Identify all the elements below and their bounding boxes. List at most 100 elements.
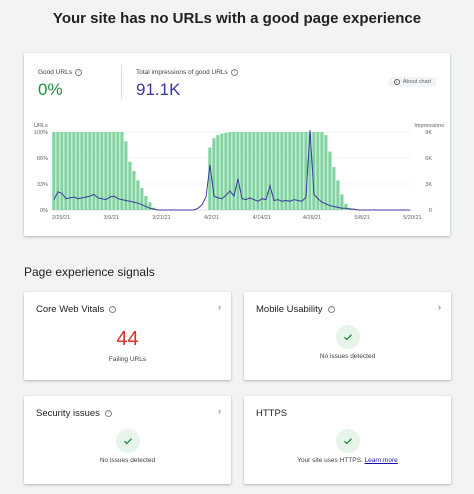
chevron-right-icon[interactable]: ›: [218, 406, 221, 416]
impressions-value: 91.1K: [136, 80, 181, 99]
impressions-metric[interactable]: Total impressions of good URLs? 91.1K: [136, 69, 238, 100]
bar: [216, 135, 220, 210]
bar: [228, 132, 232, 210]
right-tick-label: 0: [429, 208, 432, 214]
bar: [68, 132, 72, 210]
page-experience-chart: URLs Impressions 100% 9K 66% 6K 33% 3K 0% 0 2/25/2…: [34, 123, 444, 221]
help-icon[interactable]: ?: [74, 69, 82, 76]
bar: [212, 138, 216, 210]
good-urls-value: 0%: [38, 80, 63, 99]
bar: [140, 188, 144, 210]
bar: [104, 132, 108, 210]
bar: [84, 132, 88, 210]
failing-urls-label: Failing URLs: [108, 356, 147, 363]
bar: [88, 132, 92, 210]
bar: [52, 132, 56, 210]
bar: [276, 132, 280, 210]
section-title: Page experience signals: [24, 265, 155, 279]
page-headline: Your site has no URLs with a good page e…: [52, 10, 422, 27]
bar: [344, 203, 348, 210]
good-urls-label: Good URLs: [38, 69, 72, 76]
bar: [64, 132, 68, 210]
card-title: HTTPS: [256, 408, 288, 419]
right-axis-title: Impressions: [414, 123, 444, 129]
x-tick-label: 4/14/21: [253, 215, 271, 221]
bar: [312, 132, 316, 210]
bar: [220, 133, 224, 210]
bar: [144, 195, 148, 210]
bar: [260, 132, 264, 210]
bar: [120, 132, 124, 210]
card-title: Mobile Usability: [256, 304, 323, 315]
x-tick-label: 3/21/21: [152, 215, 170, 221]
bar: [128, 161, 132, 210]
bar: [92, 132, 96, 210]
bar: [332, 167, 336, 210]
bar: [280, 132, 284, 210]
bar: [116, 132, 120, 210]
check-circle-icon: [335, 429, 360, 453]
bar: [304, 132, 308, 210]
chevron-right-icon[interactable]: ›: [438, 302, 441, 312]
bar: [336, 180, 340, 210]
bar: [296, 132, 300, 210]
about-chart-label: About chart: [402, 79, 431, 85]
bar: [324, 135, 328, 210]
x-tick-label: 4/2/21: [204, 215, 219, 221]
help-icon[interactable]: ?: [327, 306, 335, 313]
bar: [108, 132, 112, 210]
card-title: Security issues: [36, 408, 100, 419]
help-icon[interactable]: ?: [230, 69, 238, 76]
left-axis-title: URLs: [34, 123, 48, 129]
bar: [80, 132, 84, 210]
x-tick-label: 2/25/21: [52, 215, 70, 221]
bar: [60, 132, 64, 210]
x-tick-label: 4/26/21: [303, 215, 321, 221]
help-icon[interactable]: ?: [109, 306, 117, 313]
right-tick-label: 3K: [425, 182, 432, 188]
bar: [352, 209, 356, 210]
bar: [208, 147, 212, 210]
bar: [320, 132, 324, 210]
failing-urls-count: 44: [116, 328, 139, 350]
https-card[interactable]: HTTPS Your site uses HTTPS. Learn more: [244, 396, 451, 484]
check-circle-icon: [115, 429, 140, 453]
bar: [132, 171, 136, 210]
bar: [252, 132, 256, 210]
x-tick-label: 5/20/21: [403, 215, 421, 221]
bar: [124, 141, 128, 210]
bar: [232, 132, 236, 210]
left-tick-label: 100%: [34, 130, 48, 136]
bar: [244, 132, 248, 210]
good-urls-metric[interactable]: Good URLs? 0%: [38, 69, 82, 100]
right-tick-label: 9K: [425, 130, 432, 136]
bar: [100, 132, 104, 210]
bar: [272, 132, 276, 210]
bar: [292, 132, 296, 210]
impressions-label: Total impressions of good URLs: [136, 69, 228, 76]
mobile-usability-card[interactable]: Mobile Usability? › No issues detected: [244, 292, 451, 380]
bar: [284, 132, 288, 210]
left-tick-label: 33%: [37, 182, 48, 188]
bar: [148, 202, 152, 210]
impressions-line: [53, 130, 410, 211]
bar: [72, 132, 76, 210]
bar: [136, 180, 140, 210]
chevron-right-icon[interactable]: ›: [218, 302, 221, 312]
page-experience-chart-card: Good URLs? 0% Total impressions of good …: [24, 53, 450, 236]
status-text: Your site uses HTTPS. Learn more: [244, 457, 451, 464]
core-web-vitals-card[interactable]: Core Web Vitals? › 44 Failing URLs: [24, 292, 231, 380]
help-icon[interactable]: ?: [104, 410, 112, 417]
left-tick-label: 66%: [37, 156, 48, 162]
info-icon: i: [393, 79, 400, 85]
bar: [308, 132, 312, 210]
about-chart-button[interactable]: i About chart: [388, 77, 436, 87]
status-text: No issues detected: [99, 457, 156, 464]
bar: [76, 132, 80, 210]
https-status: Your site uses HTTPS.: [297, 457, 363, 464]
learn-more-link[interactable]: Learn more: [364, 457, 398, 464]
bar: [340, 194, 344, 210]
bar: [96, 132, 100, 210]
security-issues-card[interactable]: Security issues? › No issues detected: [24, 396, 231, 484]
metric-divider: [121, 65, 122, 99]
